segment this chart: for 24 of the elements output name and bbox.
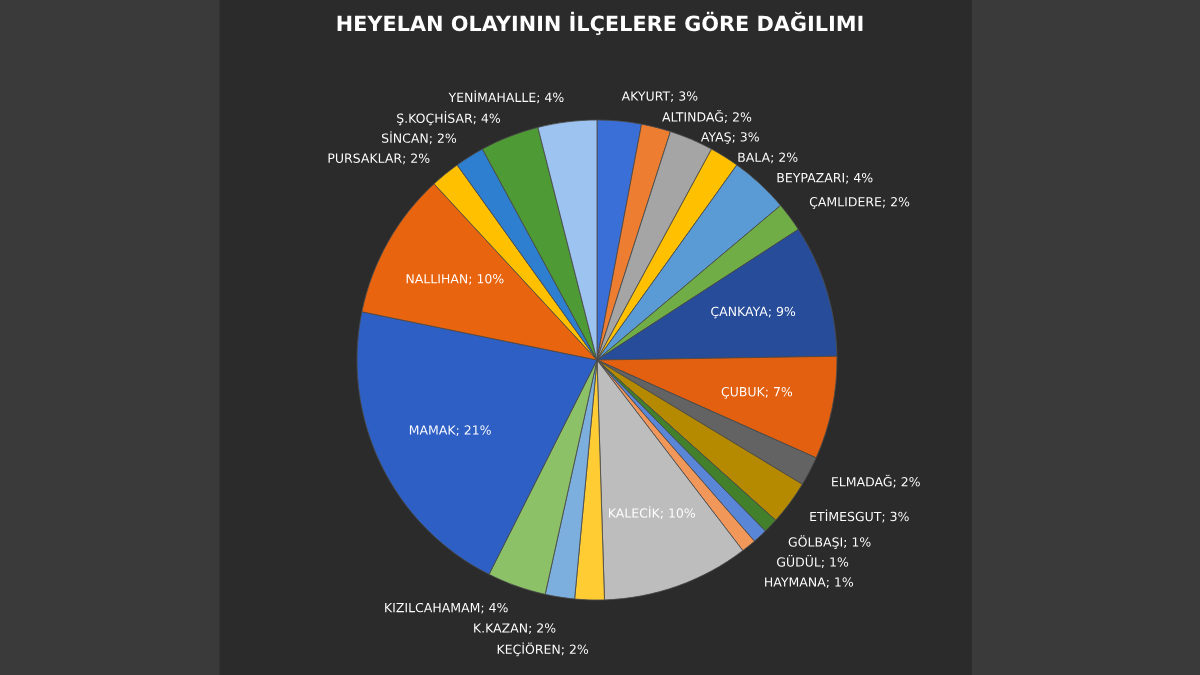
slice-label: PURSAKLAR; 2% <box>328 153 430 165</box>
slice-label: ÇANKAYA; 9% <box>711 306 796 319</box>
slice-label: Ş.KOÇHİSAR; 4% <box>397 111 501 126</box>
slice-label: K.KAZAN; 2% <box>474 623 556 635</box>
slice-label: ÇUBUK; 7% <box>721 386 793 399</box>
slice-label: AYAŞ; 3% <box>700 132 759 144</box>
slice-label: AKYURT; 3% <box>621 91 698 103</box>
slice-label: KIZILCAHAMAM; 4% <box>385 602 508 614</box>
slice-label: KEÇİÖREN; 2% <box>497 642 589 657</box>
slice-label: ETİMESGUT; 3% <box>810 509 909 523</box>
slice-label: MAMAK; 21% <box>409 425 491 437</box>
chart-title: HEYELAN OLAYININ İLÇELERE GÖRE DAĞILIMI <box>337 11 863 36</box>
slice-label: KALECİK; 10% <box>609 506 696 520</box>
slice-label: GÜDÜL; 1% <box>776 555 849 568</box>
slice-label: NALLIHAN; 10% <box>406 274 504 285</box>
slice-label: ALTINDAĞ; 2% <box>662 109 752 123</box>
slice-label: BALA; 2% <box>738 152 798 164</box>
slice-label: GÖLBAŞI; 1% <box>788 535 871 549</box>
slice-label: SİNCAN; 2% <box>382 131 457 145</box>
slice-label: HAYMANA; 1% <box>765 577 854 588</box>
slice-label: ELMADAĞ; 2% <box>832 474 920 488</box>
slice-label: YENİMAHALLE; 4% <box>448 90 564 104</box>
slice-label: BEYPAZARI; 4% <box>777 172 873 184</box>
slice-label: ÇAMLIDERE; 2% <box>809 197 910 209</box>
